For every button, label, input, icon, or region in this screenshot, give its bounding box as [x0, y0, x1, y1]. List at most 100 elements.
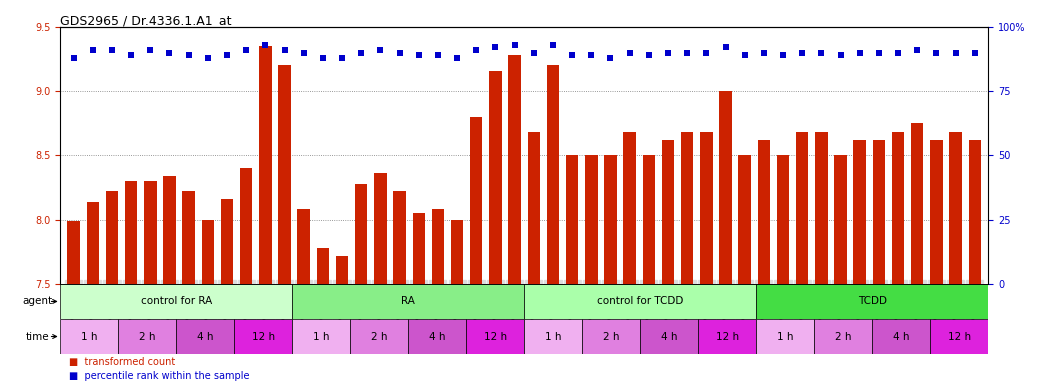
Bar	[298, 209, 310, 284]
Text: 12 h: 12 h	[948, 331, 971, 341]
Bar	[700, 132, 712, 284]
Point	[122, 52, 139, 58]
Text: 2 h: 2 h	[139, 331, 156, 341]
Bar	[106, 191, 118, 284]
Text: 12 h: 12 h	[484, 331, 507, 341]
Bar	[835, 156, 847, 284]
Point	[468, 47, 485, 53]
Point	[181, 52, 197, 58]
Bar	[432, 209, 444, 284]
Text: 4 h: 4 h	[893, 331, 909, 341]
Bar	[240, 168, 252, 284]
Bar	[699, 319, 756, 354]
Text: GDS2965 / Dr.4336.1.A1_at: GDS2965 / Dr.4336.1.A1_at	[60, 14, 231, 27]
Point	[161, 50, 177, 56]
Bar	[317, 248, 329, 284]
Bar	[509, 55, 521, 284]
Point	[334, 55, 351, 61]
Text: ■  percentile rank within the sample: ■ percentile rank within the sample	[70, 371, 250, 381]
Point	[65, 55, 82, 61]
Point	[410, 52, 427, 58]
Text: 2 h: 2 h	[371, 331, 387, 341]
Bar	[738, 156, 750, 284]
Point	[871, 50, 887, 56]
Point	[315, 55, 331, 61]
Point	[583, 52, 600, 58]
Bar	[930, 140, 943, 284]
Bar	[412, 213, 425, 284]
Point	[851, 50, 868, 56]
Bar	[527, 132, 540, 284]
Point	[525, 50, 542, 56]
Point	[448, 55, 465, 61]
Bar	[125, 181, 137, 284]
Point	[660, 50, 677, 56]
Text: 1 h: 1 h	[312, 331, 329, 341]
Bar	[176, 319, 235, 354]
Point	[391, 50, 408, 56]
Point	[890, 50, 906, 56]
Point	[622, 50, 638, 56]
Point	[142, 47, 159, 53]
Bar	[776, 156, 789, 284]
Bar	[814, 319, 872, 354]
Text: 2 h: 2 h	[603, 331, 620, 341]
Bar	[393, 191, 406, 284]
Text: 1 h: 1 h	[81, 331, 98, 341]
Bar	[144, 181, 157, 284]
Text: 12 h: 12 h	[715, 331, 739, 341]
Bar	[968, 140, 981, 284]
Bar	[260, 46, 272, 284]
Point	[564, 52, 580, 58]
Point	[257, 42, 274, 48]
Bar	[930, 319, 988, 354]
Bar	[911, 123, 924, 284]
Bar	[872, 319, 930, 354]
Bar	[643, 156, 655, 284]
Bar	[950, 132, 962, 284]
Point	[736, 52, 753, 58]
Bar	[585, 156, 598, 284]
Point	[296, 50, 312, 56]
Point	[813, 50, 829, 56]
Bar	[756, 319, 814, 354]
Text: 4 h: 4 h	[429, 331, 445, 341]
Bar	[466, 319, 524, 354]
Point	[928, 50, 945, 56]
Text: agent: agent	[22, 296, 52, 306]
Bar	[235, 319, 293, 354]
Point	[199, 55, 216, 61]
Bar	[756, 284, 988, 319]
Point	[717, 45, 734, 51]
Bar	[201, 220, 214, 284]
Text: 1 h: 1 h	[545, 331, 562, 341]
Bar	[60, 284, 292, 319]
Bar	[278, 65, 291, 284]
Bar	[624, 132, 636, 284]
Bar	[118, 319, 176, 354]
Text: 4 h: 4 h	[661, 331, 678, 341]
Bar	[292, 319, 350, 354]
Point	[948, 50, 964, 56]
Bar	[470, 117, 483, 284]
Bar	[86, 202, 99, 284]
Bar	[163, 176, 175, 284]
Point	[84, 47, 101, 53]
Bar	[758, 140, 770, 284]
Bar	[524, 319, 582, 354]
Point	[487, 45, 503, 51]
Point	[430, 52, 446, 58]
Bar	[221, 199, 234, 284]
Text: control for TCDD: control for TCDD	[597, 296, 683, 306]
Bar	[292, 284, 524, 319]
Text: control for RA: control for RA	[140, 296, 212, 306]
Point	[832, 52, 849, 58]
Point	[545, 42, 562, 48]
Bar	[815, 132, 827, 284]
Bar	[489, 71, 501, 284]
Bar	[336, 256, 349, 284]
Point	[679, 50, 695, 56]
Text: 12 h: 12 h	[251, 331, 275, 341]
Text: time: time	[25, 331, 49, 341]
Text: 1 h: 1 h	[776, 331, 793, 341]
